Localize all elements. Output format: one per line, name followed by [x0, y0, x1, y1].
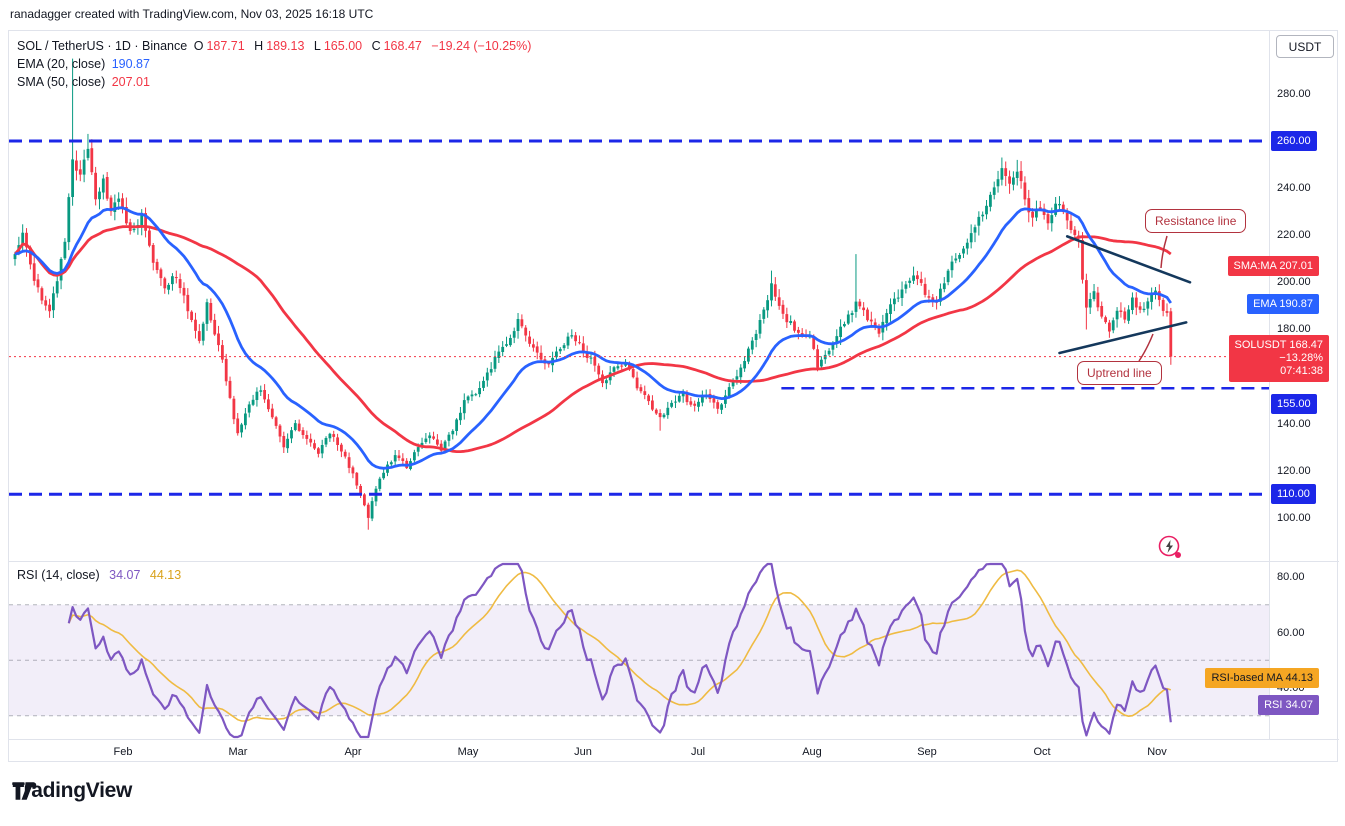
sma-legend-value: 207.01	[111, 75, 150, 89]
month-label-aug: Aug	[802, 746, 822, 758]
price-badge-sma-ma: SMA:MA 207.01	[1227, 256, 1319, 276]
sma-legend-label: SMA (50, close)	[17, 75, 106, 89]
rsi-ma-line[interactable]	[68, 569, 1172, 722]
month-label-feb: Feb	[113, 746, 133, 758]
price-tick-180: 180.00	[1277, 323, 1311, 335]
tradingview-logo-icon	[12, 782, 37, 800]
currency-unit-button[interactable]: USDT	[1276, 35, 1334, 58]
sma-legend-row: SMA (50, close) 207.01	[17, 73, 534, 91]
price-badge-level-155: 155.00	[1271, 394, 1317, 414]
symbol-title: SOL / TetherUS · 1D · Binance	[17, 39, 188, 53]
ohlc-high: H 189.13	[254, 39, 305, 53]
rsi-pane[interactable]	[9, 561, 1269, 739]
month-label-jun: Jun	[574, 746, 592, 758]
resistance-trendline[interactable]	[1065, 235, 1192, 284]
ohlc-open: O 187.71	[193, 39, 245, 53]
rsi-tick-60: 60.00	[1277, 627, 1305, 639]
month-label-mar: Mar	[228, 746, 248, 758]
tradingview-logo-text: TradingView	[12, 779, 133, 802]
ohlc-close: C 168.47	[371, 39, 422, 53]
resistance-annotation-tail	[1160, 235, 1168, 269]
month-label-nov: Nov	[1147, 746, 1167, 758]
rsi-legend-label: RSI (14, close)	[17, 568, 100, 582]
sma-line[interactable]	[13, 225, 1172, 453]
month-label-may: May	[457, 746, 479, 758]
price-tick-140: 140.00	[1277, 418, 1311, 430]
ema-line[interactable]	[14, 206, 1172, 470]
rsi-badge-rsi-ma: RSI-based MA 44.13	[1205, 668, 1319, 688]
price-tick-120: 120.00	[1277, 465, 1311, 477]
ohlc-low: L 165.00	[313, 39, 363, 53]
month-label-apr: Apr	[344, 746, 362, 758]
price-badge-level-260: 260.00	[1271, 131, 1317, 151]
ema-legend-label: EMA (20, close)	[17, 57, 106, 71]
uptrend-annotation-tail	[1138, 333, 1154, 362]
price-badge-solusdt: SOLUSDT 168.47 −13.28% 07:41:38	[1228, 335, 1329, 382]
change-value: −19.24 (−10.25%)	[431, 39, 532, 53]
price-tick-240: 240.00	[1277, 182, 1311, 194]
attribution-text: ranadagger created with TradingView.com,…	[10, 7, 374, 21]
price-pane[interactable]	[9, 31, 1269, 561]
tradingview-logo[interactable]: TradingView	[12, 779, 132, 803]
uptrend-trendline[interactable]	[1058, 321, 1188, 355]
price-axis-divider	[1269, 31, 1270, 739]
pane-divider[interactable]	[9, 561, 1339, 562]
month-label-oct: Oct	[1033, 746, 1051, 758]
annotation-uptrend-line[interactable]: Uptrend line	[1077, 361, 1162, 385]
rsi-tick-80: 80.00	[1277, 571, 1305, 583]
price-tick-220: 220.00	[1277, 229, 1311, 241]
ema-legend-value: 190.87	[111, 57, 150, 71]
candles-layer	[13, 58, 1173, 530]
price-badge-level-110: 110.00	[1271, 484, 1316, 504]
rsi-ma-legend-value: 44.13	[149, 568, 182, 582]
price-tick-200: 200.00	[1277, 276, 1311, 288]
lightning-icon-glyph	[1158, 535, 1181, 558]
price-badge-ema: EMA 190.87	[1247, 294, 1319, 314]
rsi-legend: RSI (14, close) 34.07 44.13	[17, 568, 187, 582]
rsi-line[interactable]	[67, 562, 1172, 739]
month-label-sep: Sep	[917, 746, 937, 758]
price-tick-100: 100.00	[1277, 512, 1311, 524]
annotation-resistance-line[interactable]: Resistance line	[1145, 209, 1247, 233]
rsi-legend-value: 34.07	[109, 568, 141, 582]
rsi-badge-rsi: RSI 34.07	[1258, 695, 1319, 715]
time-axis-divider	[9, 739, 1339, 740]
ema-legend-row: EMA (20, close) 190.87	[17, 55, 534, 73]
month-label-jul: Jul	[690, 746, 706, 758]
price-tick-280: 280.00	[1277, 88, 1311, 100]
